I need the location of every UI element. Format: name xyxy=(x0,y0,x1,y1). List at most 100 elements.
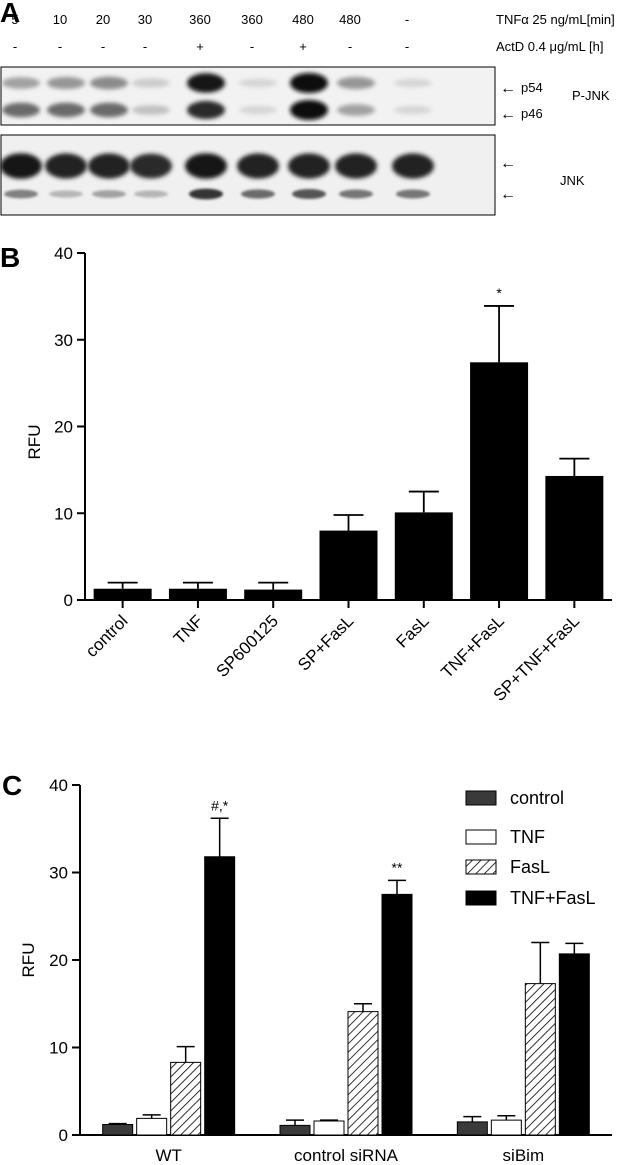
jnk-upper-band xyxy=(288,153,330,179)
chart-b-y-tick-label: 20 xyxy=(54,418,73,437)
chart-c-significance-marker: #,* xyxy=(211,797,229,813)
jnk-lower-band xyxy=(292,189,326,199)
chart-c-bar xyxy=(170,1061,202,1136)
pjnk-p46-band xyxy=(337,104,375,116)
chart-b-bars: * xyxy=(93,285,604,600)
chart-c-y-tick-label: 40 xyxy=(49,776,68,795)
jnk-upper-band xyxy=(335,153,377,179)
lane-time-label: 30 xyxy=(138,12,152,27)
chart-c-bar xyxy=(102,1124,134,1136)
p46-arrow: ← xyxy=(500,106,516,123)
pjnk-membrane xyxy=(0,66,496,126)
chart-c-bar xyxy=(524,983,556,1136)
jnk-lower-band xyxy=(189,188,223,200)
lane-time-label: 480 xyxy=(292,12,314,27)
legend-swatch xyxy=(465,790,497,806)
chart-b-x-tick-label: SP600125 xyxy=(212,611,282,681)
legend-label: TNF+FasL xyxy=(510,888,596,908)
pjnk-p46-band xyxy=(239,105,277,115)
chart-c: C RFU 0 10 20 30 40 WT control siRNA siBim #,* *… xyxy=(2,770,612,1165)
jnk-lower-band xyxy=(4,189,38,199)
p46-label: p46 xyxy=(521,106,543,121)
chart-b-bar xyxy=(319,530,378,600)
chart-c-y-tick-label: 10 xyxy=(49,1039,68,1058)
legend-swatch xyxy=(465,859,497,875)
actd-row: - - - - + - + - - xyxy=(13,39,409,54)
jnk-upper-band xyxy=(45,153,87,179)
pjnk-label: P-JNK xyxy=(572,88,610,103)
pjnk-p54-band xyxy=(187,73,225,93)
legend-label: FasL xyxy=(510,857,550,877)
lane-actd-label: - xyxy=(13,39,17,54)
lane-time-label: 480 xyxy=(339,12,361,27)
lane-time-label: 5 xyxy=(11,12,18,27)
chart-b: B RFU 0 10 20 30 40 control TNF SP600125 SP+FasL… xyxy=(0,242,612,705)
lane-actd-label: - xyxy=(348,39,352,54)
chart-c-x-tick-label: WT xyxy=(155,1146,181,1165)
chart-b-significance-marker: * xyxy=(496,285,502,301)
chart-b-ylabel: RFU xyxy=(25,425,44,460)
legend-label: TNF xyxy=(510,827,545,847)
chart-c-y-tick-label: 30 xyxy=(49,864,68,883)
time-row-label: TNFα 25 ng/mL[min] xyxy=(496,12,615,27)
chart-b-axes: 0 10 20 30 40 control TNF SP600125 SP+FasL FasL TN… xyxy=(54,244,612,705)
lane-actd-label: + xyxy=(299,39,307,54)
chart-b-y-tick-label: 30 xyxy=(54,331,73,350)
chart-b-x-tick-label: SP+FasL xyxy=(294,611,357,674)
pjnk-p54-band xyxy=(394,78,432,88)
lane-actd-label: - xyxy=(405,39,409,54)
chart-c-x-tick-label: siBim xyxy=(503,1146,545,1165)
pjnk-p54-band xyxy=(337,76,375,90)
jnk-upper-band xyxy=(237,153,279,179)
lane-time-label: 20 xyxy=(96,12,110,27)
pjnk-p54-band xyxy=(47,76,85,90)
jnk-lower-band xyxy=(92,190,126,198)
chart-c-bar xyxy=(279,1124,311,1136)
panel-label-a: A xyxy=(0,0,20,28)
jnk-upper-band xyxy=(392,153,434,179)
legend-label: control xyxy=(510,788,564,808)
chart-c-bars: #,* ** xyxy=(102,797,590,1136)
jnk-upper-band xyxy=(185,153,227,179)
chart-c-x-tick-label: control siRNA xyxy=(294,1146,399,1165)
p54-label: p54 xyxy=(521,80,543,95)
pjnk-bands xyxy=(2,73,432,120)
chart-b-bar xyxy=(394,512,453,600)
chart-c-y-tick-label: 20 xyxy=(49,951,68,970)
jnk-lower-band xyxy=(396,189,430,199)
chart-c-bar xyxy=(313,1120,345,1136)
actd-row-label: ActD 0.4 μg/mL [h] xyxy=(496,39,603,54)
chart-c-bar xyxy=(136,1117,168,1136)
pjnk-p54-band xyxy=(2,77,40,89)
chart-c-ylabel: RFU xyxy=(19,943,38,978)
chart-b-y-tick-label: 0 xyxy=(64,591,73,610)
jnk-upper-band xyxy=(88,153,130,179)
chart-b-y-tick-label: 40 xyxy=(54,244,73,263)
lane-time-label: - xyxy=(405,12,409,27)
pjnk-p46-band xyxy=(290,100,328,120)
pjnk-p46-band xyxy=(187,100,225,120)
chart-b-bar xyxy=(545,475,604,600)
chart-c-significance-marker: ** xyxy=(392,859,403,875)
time-row: 5 10 20 30 360 360 480 480 - xyxy=(11,12,409,27)
pjnk-p54-band xyxy=(132,78,170,88)
lane-actd-label: - xyxy=(143,39,147,54)
chart-b-bar xyxy=(470,362,529,600)
chart-b-x-tick-label: TNF xyxy=(170,611,207,648)
chart-b-x-tick-label: TNF+FasL xyxy=(437,611,508,682)
lane-actd-label: - xyxy=(101,39,105,54)
jnk-lower-band xyxy=(134,190,168,198)
jnk-label: JNK xyxy=(560,173,585,188)
lane-time-label: 360 xyxy=(241,12,263,27)
chart-b-bar xyxy=(93,588,152,600)
pjnk-p46-band xyxy=(394,105,432,115)
pjnk-p54-band xyxy=(239,78,277,88)
pjnk-p54-band xyxy=(290,73,328,93)
lane-time-label: 10 xyxy=(53,12,67,27)
chart-c-axes: 0 10 20 30 40 WT control siRNA siBim xyxy=(49,776,612,1165)
chart-c-bar xyxy=(381,893,413,1136)
chart-b-y-tick-label: 10 xyxy=(54,504,73,523)
chart-c-bar xyxy=(347,1011,379,1136)
chart-c-y-tick-label: 0 xyxy=(59,1126,68,1145)
legend-swatch xyxy=(465,829,497,845)
